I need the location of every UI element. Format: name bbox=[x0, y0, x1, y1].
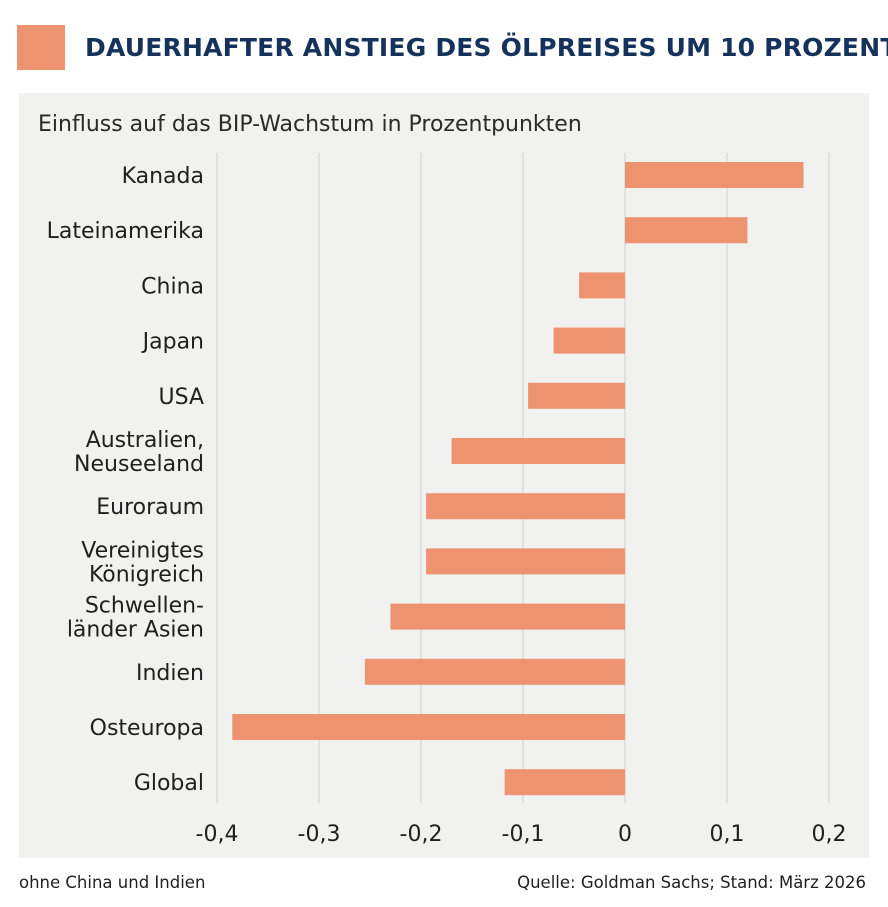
x-tick-label: -0,2 bbox=[400, 822, 443, 847]
category-label: Japan bbox=[141, 330, 204, 355]
category-label: Euroraum bbox=[96, 495, 204, 520]
bar bbox=[390, 603, 625, 630]
bar bbox=[625, 217, 748, 244]
x-tick-label: 0 bbox=[618, 822, 632, 847]
bar bbox=[553, 327, 625, 354]
bar bbox=[579, 272, 625, 299]
bar bbox=[426, 493, 625, 520]
category-label: länder Asien bbox=[67, 618, 204, 643]
category-label: USA bbox=[158, 385, 204, 410]
legend-swatch bbox=[17, 25, 65, 70]
x-tick-label: 0,1 bbox=[710, 822, 745, 847]
category-label: Global bbox=[134, 771, 204, 796]
category-label: Indien bbox=[136, 661, 204, 686]
category-label: Osteuropa bbox=[90, 716, 204, 741]
x-tick-label: 0,2 bbox=[812, 822, 847, 847]
category-label: Vereinigtes bbox=[81, 538, 204, 563]
category-label: Kanada bbox=[122, 164, 204, 189]
footnote-source: Quelle: Goldman Sachs; Stand: März 2026 bbox=[517, 873, 866, 892]
x-tick-label: -0,1 bbox=[502, 822, 545, 847]
chart-title: DAUERHAFTER ANSTIEG DES ÖLPREISES UM 10 … bbox=[85, 33, 888, 62]
category-label: Lateinamerika bbox=[47, 219, 204, 244]
bar bbox=[364, 658, 625, 685]
category-label: Schwellen- bbox=[85, 594, 204, 619]
chart-subtitle: Einfluss auf das BIP-Wachstum in Prozent… bbox=[38, 112, 582, 137]
chart-panel: Einfluss auf das BIP-Wachstum in Prozent… bbox=[19, 93, 869, 858]
bar bbox=[426, 548, 625, 575]
category-label: Königreich bbox=[89, 562, 204, 587]
x-tick-label: -0,4 bbox=[196, 822, 239, 847]
bar bbox=[232, 714, 626, 740]
category-label: Neuseeland bbox=[74, 452, 204, 477]
bar-chart: -0,4 -0,3 -0,2 -0,1 0 0,1 0,2 Kanada Lateinameri… bbox=[47, 153, 847, 847]
category-label: China bbox=[141, 274, 204, 299]
x-tick-label: -0,3 bbox=[298, 822, 341, 847]
bar bbox=[528, 382, 625, 409]
bar bbox=[451, 438, 625, 464]
category-label: Australien, bbox=[86, 428, 204, 453]
bar bbox=[504, 769, 625, 796]
bar bbox=[625, 162, 804, 188]
footnote-left: ohne China und Indien bbox=[19, 873, 206, 892]
